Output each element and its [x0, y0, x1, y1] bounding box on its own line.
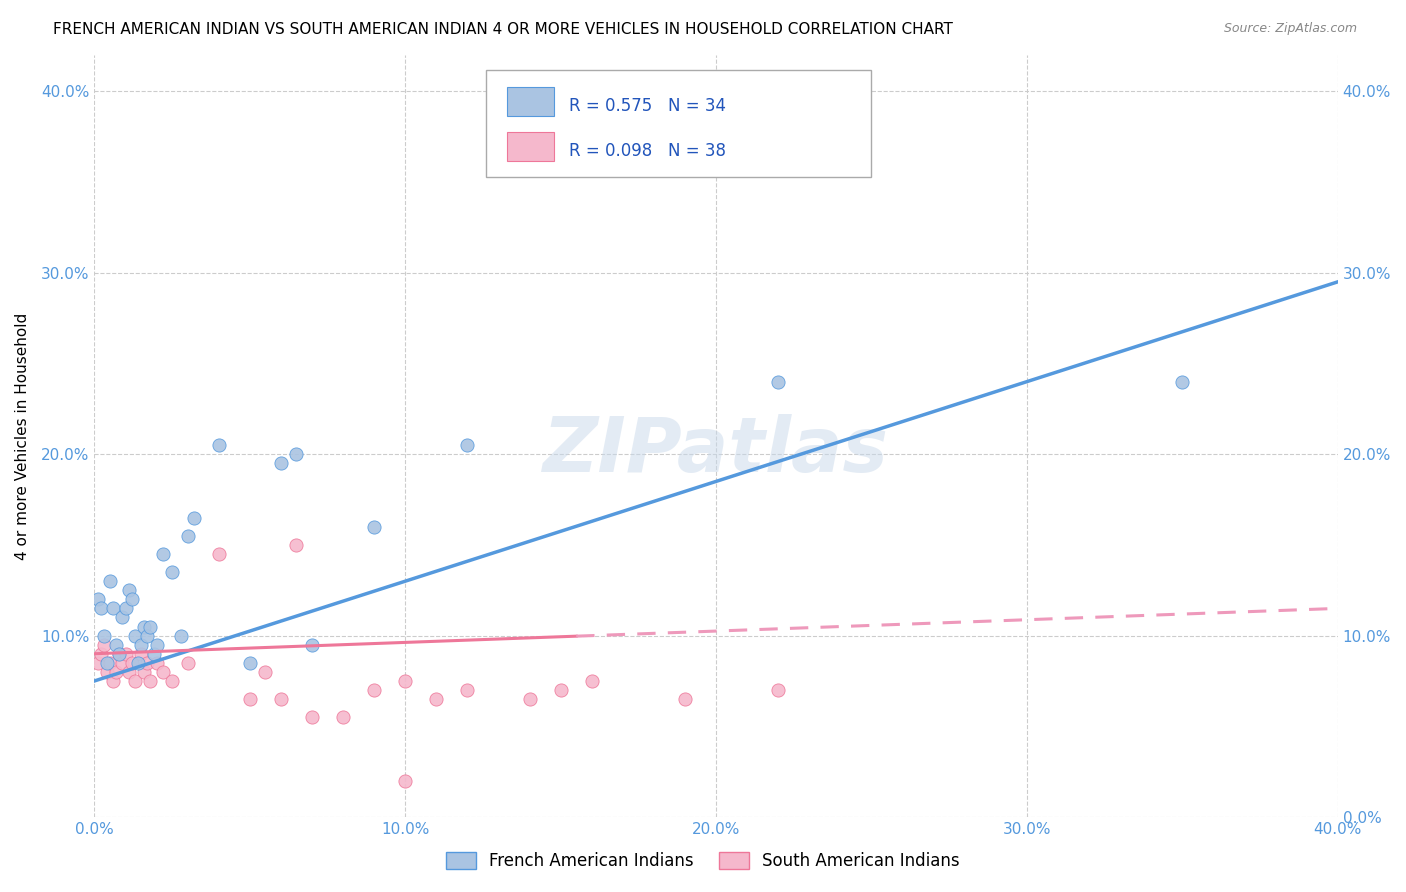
Point [363, 520, 385, 534]
Point [118, 583, 141, 598]
Point [96, 665, 118, 679]
Point [136, 629, 159, 643]
Point [86, 656, 108, 670]
Point [581, 673, 603, 688]
Point [550, 683, 572, 698]
Legend: French American Indians, South American Indians: French American Indians, South American … [439, 845, 967, 877]
Point [134, 619, 156, 633]
Text: R = 0.098   N = 38: R = 0.098 N = 38 [569, 142, 727, 160]
Point [285, 538, 308, 552]
Point [673, 692, 696, 706]
Text: FRENCH AMERICAN INDIAN VS SOUTH AMERICAN INDIAN 4 OR MORE VEHICLES IN HOUSEHOLD : FRENCH AMERICAN INDIAN VS SOUTH AMERICAN… [53, 22, 953, 37]
Bar [508, 87, 554, 116]
Point [270, 456, 292, 470]
Point [177, 529, 200, 543]
Point [152, 665, 174, 679]
Point [183, 510, 205, 524]
Point [105, 638, 128, 652]
Point [114, 601, 136, 615]
Point [332, 710, 354, 724]
Point [139, 673, 162, 688]
Point [208, 438, 231, 452]
Point [121, 592, 143, 607]
Point [145, 656, 167, 670]
Point [101, 601, 124, 615]
Text: ZIPatlas: ZIPatlas [543, 414, 889, 488]
Point [301, 710, 323, 724]
Point [98, 656, 121, 670]
Point [108, 647, 131, 661]
Point [108, 647, 131, 661]
Point [136, 656, 159, 670]
Point [139, 619, 162, 633]
Text: Source: ZipAtlas.com: Source: ZipAtlas.com [1223, 22, 1357, 36]
Point [394, 773, 416, 788]
Point [129, 638, 152, 652]
Point [124, 629, 146, 643]
Bar [508, 132, 554, 161]
Point [239, 692, 262, 706]
Point [363, 683, 385, 698]
Point [394, 673, 416, 688]
Point [105, 665, 128, 679]
Point [456, 438, 478, 452]
Point [170, 629, 193, 643]
Point [129, 647, 152, 661]
Point [96, 656, 118, 670]
Point [160, 565, 183, 579]
Point [301, 638, 323, 652]
Point [208, 547, 231, 561]
Text: R = 0.575   N = 34: R = 0.575 N = 34 [569, 97, 727, 115]
Point [134, 665, 156, 679]
Point [124, 673, 146, 688]
Point [152, 547, 174, 561]
Y-axis label: 4 or more Vehicles in Household: 4 or more Vehicles in Household [15, 312, 30, 559]
FancyBboxPatch shape [486, 70, 872, 177]
Point [90, 601, 112, 615]
Point [239, 656, 262, 670]
Point [285, 447, 308, 461]
Point [142, 647, 165, 661]
Point [111, 610, 134, 624]
Point [270, 692, 292, 706]
Point [766, 375, 789, 389]
Point [1171, 375, 1194, 389]
Point [127, 656, 149, 670]
Point [121, 656, 143, 670]
Point [766, 683, 789, 698]
Point [90, 647, 112, 661]
Point [177, 656, 200, 670]
Point [93, 638, 115, 652]
Point [93, 629, 115, 643]
Point [98, 574, 121, 589]
Point [519, 692, 541, 706]
Point [86, 592, 108, 607]
Point [114, 647, 136, 661]
Point [118, 665, 141, 679]
Point [254, 665, 277, 679]
Point [145, 638, 167, 652]
Point [101, 673, 124, 688]
Point [425, 692, 447, 706]
Point [456, 683, 478, 698]
Point [160, 673, 183, 688]
Point [111, 656, 134, 670]
